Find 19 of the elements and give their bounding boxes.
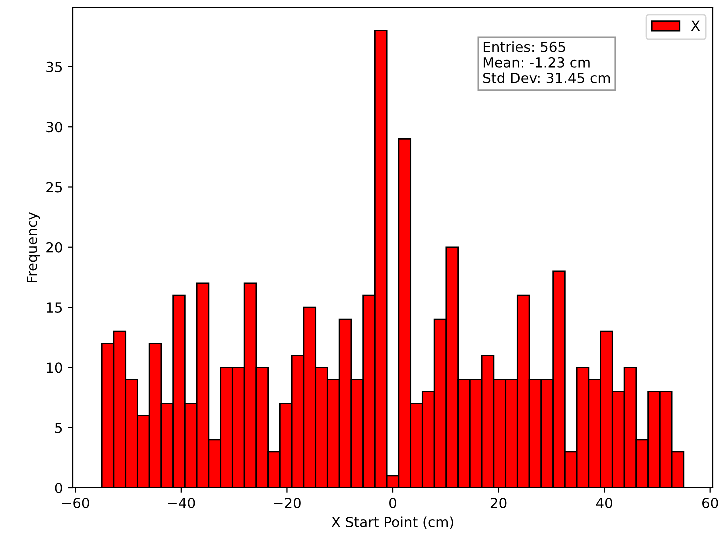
legend-label: X (691, 20, 700, 32)
y-tick-label: 10 (47, 362, 62, 374)
annotation: Entries: 565 Mean: -1.23 cm Std Dev: 31.45 cm (484, 42, 610, 84)
y-tick-label: 25 (46, 182, 62, 193)
y-tick-label: 20 (46, 242, 62, 253)
y-axis-title: Frequency (27, 212, 40, 283)
x-tick-label: 0 (389, 498, 396, 508)
y-tick-label: 35 (46, 62, 62, 72)
x-tick-label: −40 (168, 498, 196, 508)
y-tick-label: 15 (47, 302, 62, 314)
x-tick-label: 20 (490, 498, 507, 508)
x-axis-title: X Start Point (cm) (332, 516, 454, 530)
x-tick-label: −60 (62, 498, 90, 508)
y-tick-label: 5 (56, 423, 62, 434)
y-tick-label: 30 (46, 122, 62, 133)
y-tick-label: 0 (55, 482, 62, 494)
x-tick-label: 40 (596, 498, 612, 508)
x-tick-label: 60 (702, 498, 718, 508)
x-tick-label: −20 (274, 498, 301, 508)
